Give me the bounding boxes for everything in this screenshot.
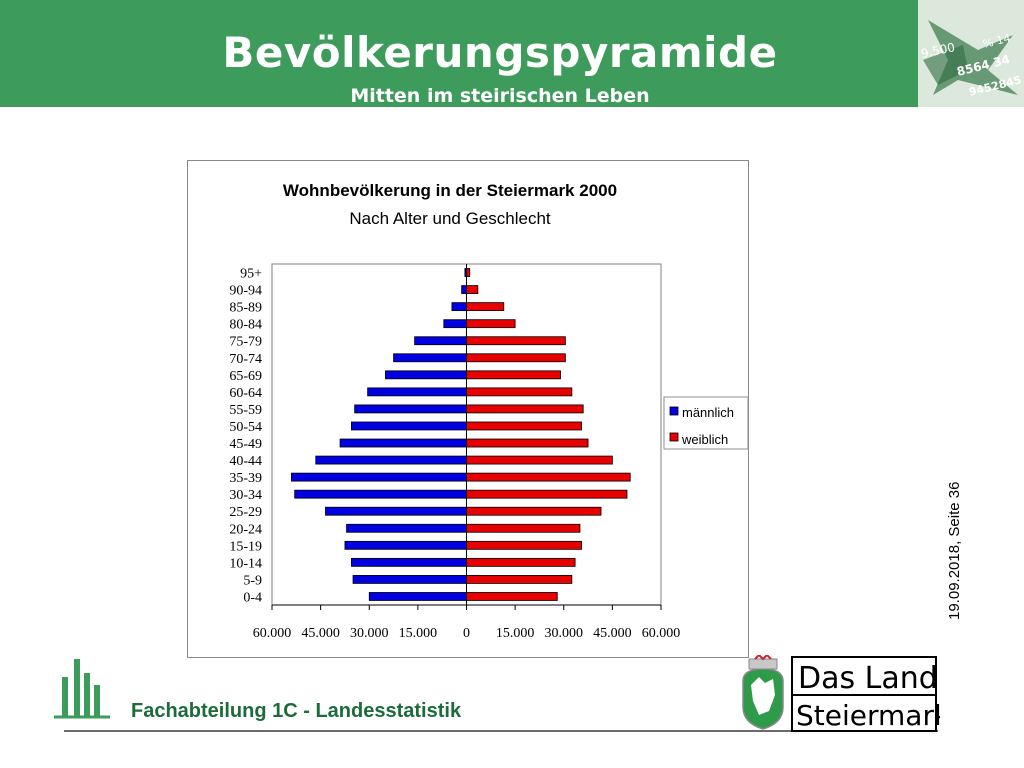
- y-tick-label: 30-34: [229, 488, 262, 503]
- chart-title: Wohnbevölkerung in der Steiermark 2000: [283, 181, 617, 200]
- header-banner: [0, 0, 918, 107]
- bar-female-75-79: [466, 336, 566, 346]
- x-tick-label: 0: [463, 626, 470, 641]
- x-tick-label: 45.000: [593, 626, 632, 641]
- bar-male-10-14: [351, 557, 467, 567]
- bar-male-20-24: [346, 523, 467, 533]
- y-tick-label: 20-24: [229, 522, 262, 537]
- bar-male-75-79: [414, 336, 467, 346]
- bar-female-25-29: [466, 506, 602, 516]
- bar-male-15-19: [344, 540, 467, 550]
- y-tick-label: 10-14: [229, 556, 262, 571]
- y-tick-label: 45-49: [229, 437, 262, 452]
- brand-line-2: Steiermark: [796, 699, 940, 732]
- x-tick-label: 30.000: [350, 626, 389, 641]
- bar-male-45-49: [339, 438, 467, 448]
- bar-female-0-4: [466, 592, 558, 601]
- y-tick-label: 85-89: [229, 301, 262, 316]
- numbers-collage-image: 9.500 8564 34 9452845 % 14: [918, 0, 1024, 107]
- x-tick-label: 15.000: [496, 626, 535, 641]
- y-tick-label: 75-79: [229, 335, 262, 350]
- y-tick-label: 35-39: [229, 471, 262, 486]
- bar-male-85-89: [451, 302, 467, 312]
- x-tick-label: 30.000: [545, 626, 584, 641]
- bar-male-35-39: [291, 472, 467, 482]
- bar-female-60-64: [466, 387, 573, 397]
- bar-female-10-14: [466, 557, 576, 567]
- bar-female-80-84: [466, 319, 516, 329]
- population-pyramid-chart: Wohnbevölkerung in der Steiermark 2000 N…: [229, 181, 749, 641]
- y-tick-label: 90-94: [229, 284, 262, 299]
- statistics-logo: [54, 659, 110, 719]
- y-tick-label: 15-19: [229, 539, 262, 554]
- bar-male-90-94: [461, 285, 467, 294]
- y-tick-label: 95+: [240, 267, 262, 282]
- bar-female-30-34: [466, 489, 628, 499]
- y-tick-label: 55-59: [229, 403, 262, 418]
- bar-female-15-19: [466, 540, 582, 550]
- chart-subtitle: Nach Alter und Geschlecht: [349, 209, 551, 228]
- bar-male-80-84: [443, 319, 467, 329]
- legend-label-male: männlich: [682, 405, 734, 420]
- page-title: Bevölkerungspyramide: [222, 28, 778, 77]
- bar-female-20-24: [466, 523, 581, 533]
- bar-male-30-34: [294, 489, 467, 499]
- bar-female-35-39: [466, 472, 631, 482]
- y-tick-label: 40-44: [229, 454, 262, 469]
- bar-female-85-89: [466, 302, 505, 312]
- y-tick-label: 60-64: [229, 386, 262, 401]
- bar-male-25-29: [325, 506, 467, 516]
- bar-male-40-44: [315, 455, 467, 465]
- bar-female-90-94: [466, 285, 479, 294]
- page-subtitle: Mitten im steirischen Leben: [350, 85, 650, 107]
- das-land-steiermark-logo: Das Land Steiermark: [742, 655, 940, 732]
- y-tick-label: 65-69: [229, 369, 262, 384]
- y-tick-label: 50-54: [229, 420, 262, 435]
- bar-female-45-49: [466, 438, 589, 448]
- bar-female-95+: [466, 268, 471, 277]
- y-tick-label: 0-4: [243, 590, 262, 605]
- y-tick-label: 5-9: [243, 573, 262, 588]
- y-tick-label: 25-29: [229, 505, 262, 520]
- footer-divider: [64, 730, 938, 732]
- y-tick-label: 70-74: [229, 352, 262, 367]
- x-tick-label: 60.000: [253, 626, 292, 641]
- bar-female-5-9: [466, 575, 573, 584]
- bar-female-50-54: [466, 421, 582, 431]
- bar-female-55-59: [466, 404, 584, 414]
- brand-line-1: Das Land: [798, 661, 938, 696]
- bar-male-70-74: [393, 353, 467, 363]
- bar-male-60-64: [367, 387, 467, 397]
- legend-label-female: weiblich: [681, 432, 728, 447]
- bar-female-65-69: [466, 370, 561, 380]
- x-tick-label: 60.000: [642, 626, 681, 641]
- department-name: Fachabteilung 1C - Landesstatistik: [131, 700, 462, 722]
- chart-frame: Wohnbevölkerung in der Steiermark 2000 N…: [187, 160, 749, 658]
- corner-number: 9.500: [920, 40, 957, 61]
- legend-swatch-female: [669, 432, 679, 442]
- legend-swatch-male: [669, 406, 679, 416]
- bar-male-5-9: [352, 575, 467, 584]
- bar-male-55-59: [354, 404, 467, 414]
- x-tick-label: 15.000: [399, 626, 438, 641]
- x-tick-label: 45.000: [301, 626, 340, 641]
- bar-male-50-54: [351, 421, 467, 431]
- bar-female-70-74: [466, 353, 566, 363]
- bar-female-40-44: [466, 455, 613, 465]
- y-tick-label: 80-84: [229, 318, 262, 333]
- date-page-note: 19.09.2018, Seite 36: [946, 481, 963, 620]
- bar-male-65-69: [385, 370, 467, 380]
- bar-male-0-4: [368, 592, 467, 601]
